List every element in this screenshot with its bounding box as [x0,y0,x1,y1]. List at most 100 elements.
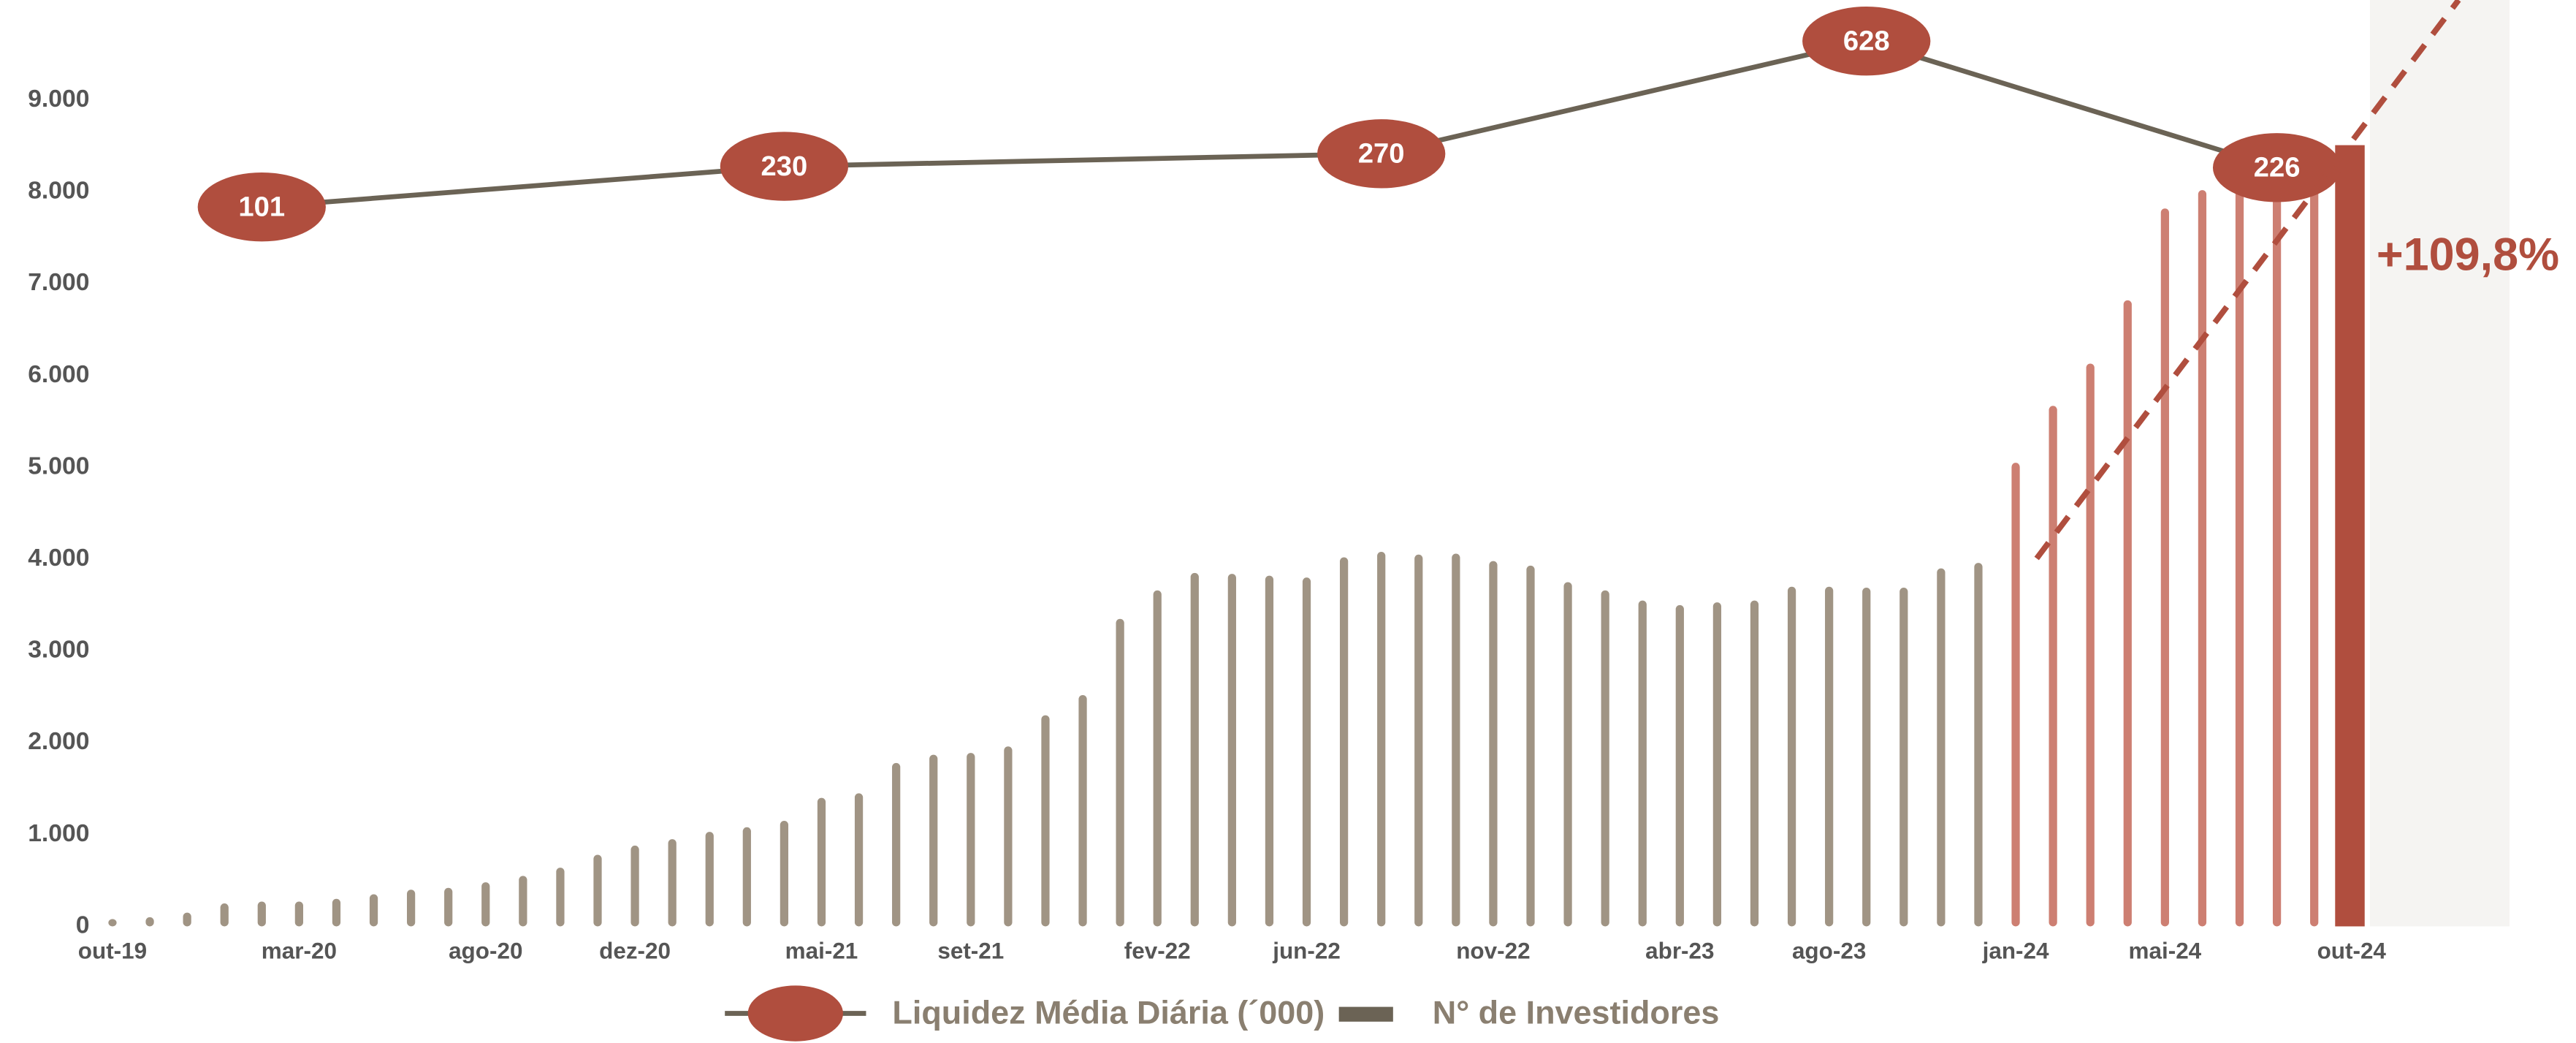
y-tick-label: 3.000 [28,636,89,664]
highlight-band [2369,0,2510,927]
x-tick-label: mai-24 [2129,938,2202,964]
bar [2011,463,2020,927]
x-tick-label: abr-23 [1645,938,1714,964]
bar [742,827,751,927]
bar [2086,363,2095,927]
legend-swatch [1338,1006,1393,1022]
bar [220,903,229,927]
bar [2310,153,2319,927]
bar [1601,590,1609,927]
bar [1675,604,1684,927]
bar [1377,552,1386,927]
bar [1712,602,1722,927]
trend-line [2034,0,2461,561]
bar [2198,190,2207,927]
x-tick-label: mar-20 [262,938,337,964]
y-tick-label: 5.000 [28,452,89,479]
bar [2272,168,2282,927]
y-tick-label: 2.000 [28,727,89,755]
line-marker [720,132,849,201]
bar [406,890,416,927]
annotation: +109,8% [2377,229,2559,280]
line-segment [1865,38,2278,170]
bar [481,882,490,927]
bar [1190,572,1199,927]
bar [929,754,938,927]
bar [967,753,975,927]
bar [1526,565,1535,927]
x-tick-label: fev-22 [1124,938,1191,964]
line-segment [262,164,785,210]
legend: Liquidez Média Diária (´000) N° de Inves… [725,985,1720,1042]
x-tick-label: out-19 [78,938,147,964]
x-tick-label: ago-20 [449,938,522,964]
y-tick-label: 9.000 [28,85,89,113]
bar [854,793,864,927]
legend-marker [747,985,843,1042]
legend-label: N° de Investidores [1433,994,1720,1031]
bar [817,797,826,927]
line-segment [784,151,1382,169]
bar [332,898,341,927]
x-tick-label: dez-20 [599,938,671,964]
bar [1339,557,1349,927]
bar [1227,574,1236,927]
bar [1265,575,1274,927]
y-tick-label: 8.000 [28,177,89,205]
data-label: 628 [1843,26,1890,57]
bar [145,917,154,927]
bar [780,821,789,927]
bar [705,832,714,927]
data-label: 101 [238,191,285,222]
bar [1302,577,1311,927]
data-label: 270 [1358,138,1405,170]
bar [1825,586,1834,927]
bar [1638,600,1647,927]
bar [1489,561,1498,927]
y-tick-label: 1.000 [28,819,89,847]
bar [294,901,303,927]
x-tick-label: out-24 [2317,938,2387,964]
line-marker [1802,6,1931,76]
bar [1750,600,1759,927]
bar [1116,618,1124,927]
bar [892,762,901,927]
bar [1414,554,1423,927]
y-tick-label: 4.000 [28,544,89,572]
bar [1004,746,1013,927]
bar [1078,694,1087,927]
bar [593,854,602,927]
bar [1563,582,1572,927]
bar [1862,587,1871,927]
bar [2123,300,2132,927]
plot: 101 230 270 628 226 [108,6,2365,927]
y-tick-label: 6.000 [28,360,89,388]
bar [369,894,378,927]
bar [556,868,565,927]
x-tick-label: set-21 [937,938,1004,964]
bar [444,887,453,927]
bar [2049,406,2057,927]
bar [668,839,677,927]
x-tick-label: nov-22 [1456,938,1530,964]
bar [630,845,639,927]
bar [257,901,266,927]
y-tick-label: 7.000 [28,268,89,296]
bar [108,919,117,927]
x-tick-label: ago-23 [1792,938,1866,964]
line-segment [1380,38,1867,156]
line-marker [197,172,326,242]
bar [1041,715,1050,927]
bar [2160,208,2169,927]
bar [519,876,527,927]
bar [1974,563,1983,927]
data-label: 226 [2254,152,2301,183]
bar [1899,587,1908,927]
bar [1153,590,1162,927]
legend-label: Liquidez Média Diária (´000) [892,994,1325,1031]
bar [2235,162,2244,927]
line-marker [2212,133,2341,202]
bar [1787,586,1796,927]
line-marker [1317,119,1446,189]
